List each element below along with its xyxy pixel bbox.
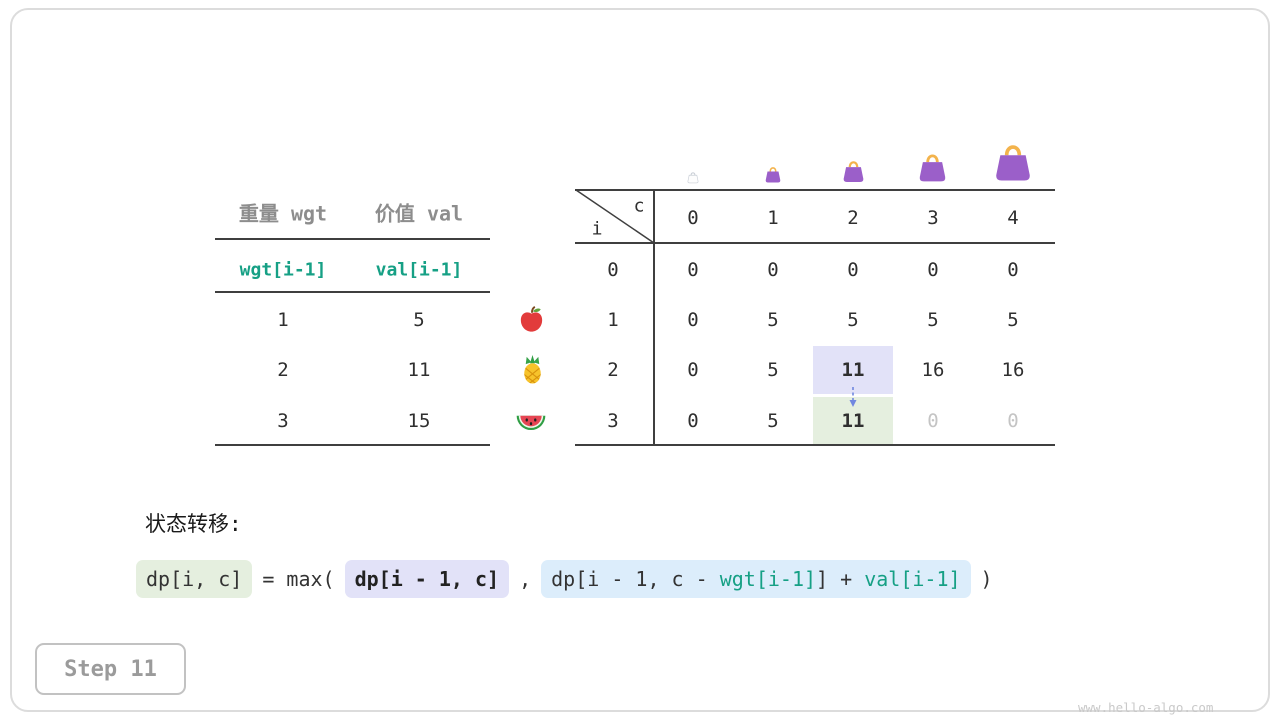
figure-card [10, 8, 1270, 712]
weights-table-header-wgt: 重量 wgt [238, 201, 328, 226]
formula-comma: , [519, 567, 532, 591]
dp-axis-col-label: c [633, 195, 645, 217]
dp-row-header: 2 [607, 359, 619, 381]
weights-table-header-val: 价值 val [374, 201, 464, 226]
watermelon-icon [516, 415, 546, 431]
weights-cell: 3 [277, 410, 289, 432]
dp-col-header: 0 [687, 207, 699, 229]
dp-table-corner-diagonal [575, 189, 655, 244]
dp-cell: 0 [687, 410, 699, 432]
step-badge: Step 11 [35, 643, 186, 695]
dp-cell: 0 [767, 259, 779, 281]
dp-cell: 16 [921, 359, 945, 381]
formula-lhs: dp[i, c] [136, 560, 253, 598]
weights-table-var-wgt: wgt[i-1] [239, 259, 327, 281]
dp-row-header: 0 [607, 259, 619, 281]
dp-cell: 0 [927, 259, 939, 281]
dp-col-header: 2 [847, 207, 859, 229]
dp-row-header: 1 [607, 309, 619, 331]
dp-cell-pending: 0 [927, 410, 939, 432]
dp-cell: 5 [1007, 309, 1019, 331]
values-cell: 5 [413, 309, 425, 331]
dp-cell-source: 11 [841, 359, 865, 381]
dp-cell: 0 [687, 359, 699, 381]
bag-icon-capacity-3 [919, 154, 946, 182]
state-transition-formula: dp[i, c] = max( dp[i - 1, c] , dp[i - 1,… [136, 560, 993, 598]
apple-icon [520, 306, 543, 332]
dp-table-divider-vertical [653, 189, 655, 446]
dp-row-header: 3 [607, 410, 619, 432]
dp-cell: 16 [1001, 359, 1025, 381]
formula-arg1: dp[i - 1, c] [344, 560, 510, 598]
transition-arrow-icon [849, 387, 857, 407]
weights-cell: 1 [277, 309, 289, 331]
dp-axis-row-label: i [591, 218, 603, 240]
dp-cell: 0 [847, 259, 859, 281]
dp-cell: 5 [767, 309, 779, 331]
formula-arg2-prefix: dp[i - 1, c - [551, 567, 720, 591]
dp-table-divider-header [575, 242, 1055, 244]
watermark: www.hello-algo.com [1078, 700, 1214, 715]
dp-cell-pending: 0 [1007, 410, 1019, 432]
formula-arg2: dp[i - 1, c - wgt[i-1]] + val[i-1] [541, 560, 971, 598]
dp-cell: 5 [767, 359, 779, 381]
dp-col-header: 3 [927, 207, 939, 229]
dp-col-header: 4 [1007, 207, 1019, 229]
weights-table-divider-mid [215, 291, 490, 293]
formula-eq-max: = max( [262, 567, 335, 591]
values-cell: 15 [407, 410, 431, 432]
formula-arg2-wgt: wgt[i-1] [719, 567, 817, 591]
dp-cell: 0 [687, 309, 699, 331]
dp-cell: 0 [1007, 259, 1019, 281]
formula-close: ) [980, 567, 993, 591]
dp-cell-highlight-source [813, 346, 893, 394]
dp-table-border-bottom [575, 444, 1055, 446]
weights-table-divider-bottom [215, 444, 490, 446]
formula-arg2-mid: ] + [816, 567, 865, 591]
weights-cell: 2 [277, 359, 289, 381]
formula-arg2-val: val[i-1] [864, 567, 961, 591]
dp-cell: 0 [687, 259, 699, 281]
dp-cell-current: 11 [841, 410, 865, 432]
dp-col-header: 1 [767, 207, 779, 229]
weights-table-divider-top [215, 238, 490, 240]
dp-table-border-top [575, 189, 1055, 191]
dp-cell: 5 [927, 309, 939, 331]
values-cell: 11 [407, 359, 431, 381]
weights-table-var-val: val[i-1] [375, 259, 463, 281]
pineapple-icon [524, 354, 541, 384]
bag-icon-capacity-4 [996, 145, 1030, 181]
dp-cell: 5 [847, 309, 859, 331]
bag-icon-capacity-1 [765, 167, 781, 183]
bag-icon-capacity-2 [843, 161, 864, 182]
bag-icon-capacity-0 [687, 172, 699, 184]
state-transition-label: 状态转移: [145, 512, 242, 536]
dp-cell: 5 [767, 410, 779, 432]
